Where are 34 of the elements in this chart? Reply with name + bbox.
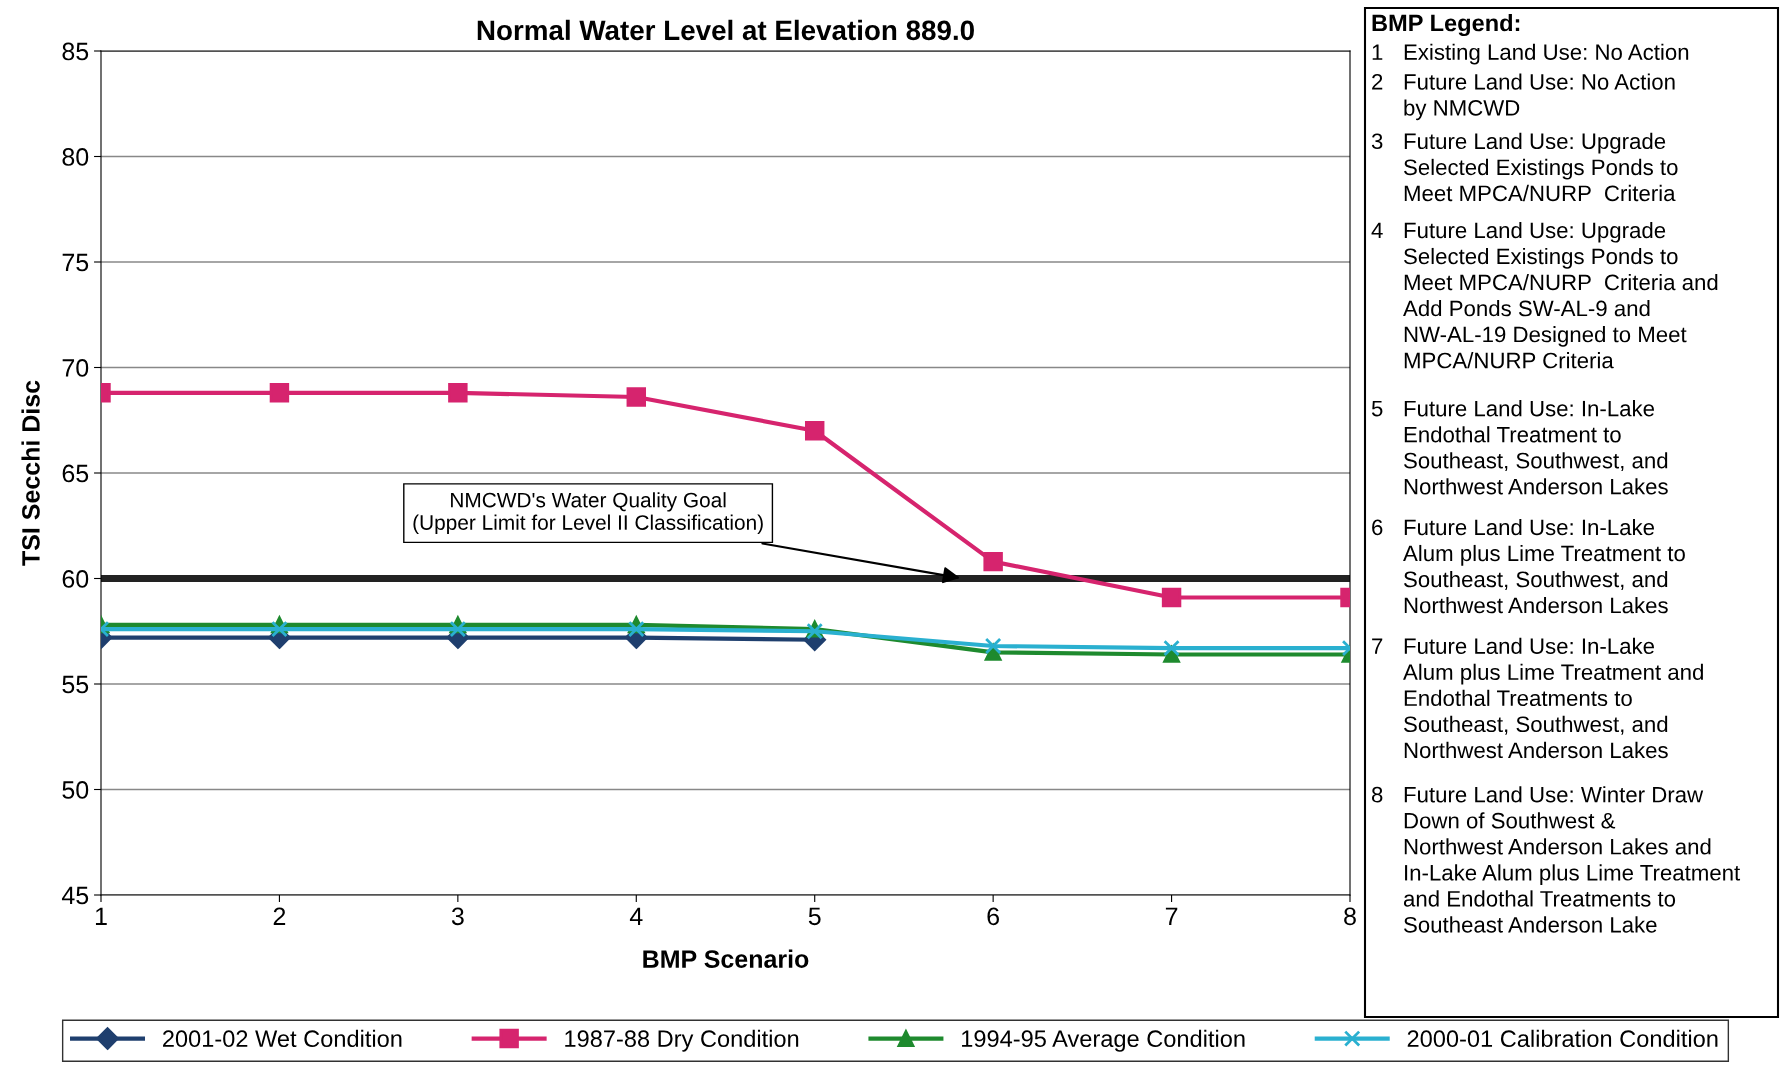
text: 1 Existing Land Use: No Action bbox=[1372, 43, 1689, 65]
x-tick-label: 7 bbox=[1165, 907, 1178, 925]
y-tick-label: 45 bbox=[61, 886, 89, 905]
text: 7 Future Land Use: In-Lake Alum plus Lime Treatment and Endothal Treatments to Southeast, Southwest, and Northwest Anderson Lakes bbox=[1372, 637, 1703, 759]
y-tick-label: 70 bbox=[62, 359, 89, 377]
y-tick-label: 80 bbox=[62, 148, 89, 166]
text: 5 Future Land Use: In-Lake Endothal Treatment to Southeast, Southwest, and Northwest Anderson Lakes bbox=[1371, 400, 1668, 495]
x-tick-label: 6 bbox=[987, 907, 999, 926]
y-tick-label: 85 bbox=[62, 42, 89, 61]
y-tick-label: 65 bbox=[62, 464, 89, 483]
y-tick-label: 55 bbox=[62, 675, 89, 694]
legend-label: 2000-01 Calibration Condition bbox=[1407, 1029, 1718, 1048]
legend-label: 2001-02 Wet Condition bbox=[163, 1029, 402, 1048]
text: 3 Future Land Use: Upgrade Selected Existings Ponds to Meet MPCA/NURP Criteria bbox=[1371, 132, 1678, 202]
y-tick-label: 50 bbox=[62, 781, 89, 799]
x-tick-label: 3 bbox=[451, 907, 464, 926]
y-tick-label: 75 bbox=[62, 253, 89, 272]
x-tick-label: 5 bbox=[808, 907, 821, 926]
y-axis-title: TSI Secchi Disc bbox=[21, 380, 40, 566]
x-axis-title: BMP Scenario bbox=[643, 949, 809, 968]
text: BMP Legend: bbox=[1372, 14, 1520, 37]
legend-label: 1987-88 Dry Condition bbox=[565, 1029, 799, 1052]
x-tick-label: 1 bbox=[95, 907, 107, 925]
ref-line-label: NMCWD's Water Quality Goal (Upper Limit for Level II Classification) bbox=[413, 492, 763, 535]
x-tick-label: 4 bbox=[629, 907, 643, 925]
text: 8 Future Land Use: Winter Draw Down of Southwest & Northwest Anderson Lakes and In-Lake Alum plus Lime Treatment and Endothal Treatments to Southeast Anderson Lake bbox=[1371, 786, 1741, 933]
y-tick-label: 60 bbox=[62, 570, 89, 588]
chart-title: Normal Water Level at Elevation 889.0 bbox=[477, 19, 974, 41]
text: 2 Future Land Use: No Action by NMCWD bbox=[1372, 73, 1675, 121]
x-tick-label: 8 bbox=[1344, 907, 1356, 926]
legend-label: 1994-95 Average Condition bbox=[962, 1029, 1245, 1052]
text: 6 Future Land Use: In-Lake Alum plus Lime Treatment to Southeast, Southwest, and Northwest Anderson Lakes bbox=[1372, 518, 1685, 614]
x-tick-label: 2 bbox=[273, 907, 286, 925]
text: 4 Future Land Use: Upgrade Selected Existings Ponds to Meet MPCA/NURP Criteria and Add Ponds SW-AL-9 and NW-AL-19 Designed to Meet MPCA/NURP Criteria bbox=[1371, 221, 1718, 369]
